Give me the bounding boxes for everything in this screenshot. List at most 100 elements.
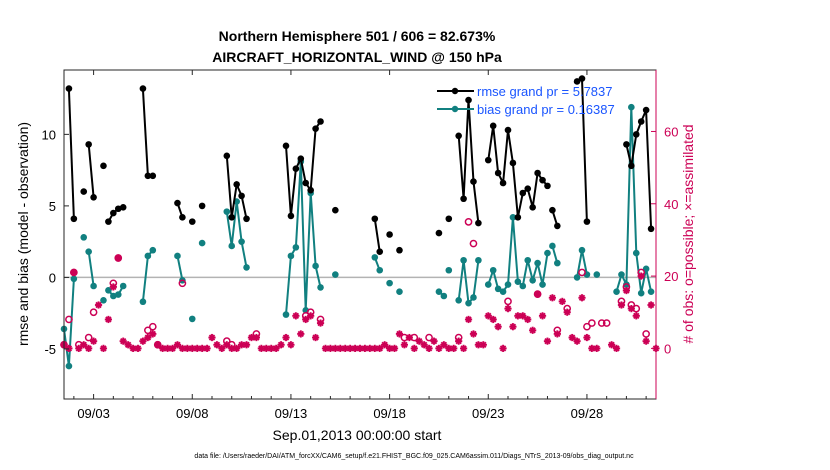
asterisk-stroke: [529, 327, 536, 334]
obs-assimilated-point: [622, 286, 630, 295]
asterisk-stroke: [134, 345, 142, 352]
asterisk-stroke: [154, 341, 161, 348]
bias-point: [70, 275, 78, 283]
asterisk-stroke: [480, 341, 487, 348]
rmse-point: [228, 214, 236, 221]
obs-possible-point: [89, 308, 98, 317]
bias-point: [618, 271, 625, 278]
asterisk-stroke: [361, 345, 369, 352]
bias-point: [647, 288, 655, 296]
bias-point: [573, 274, 581, 281]
asterisk-stroke: [297, 330, 304, 338]
right-axis-label: # of obs: o=possible; ×=assimilated: [680, 124, 696, 343]
obs-assimilated-point: [119, 337, 127, 345]
rmse-point: [110, 209, 117, 217]
asterisk-stroke: [198, 345, 206, 352]
asterisk-stroke: [317, 319, 324, 327]
asterisk-stroke: [194, 345, 201, 352]
chart-title: Northern Hemisphere 501 / 606 = 82.673%: [219, 28, 496, 44]
obs-assimilated-point: [252, 333, 260, 342]
rmse-line: [285, 120, 322, 217]
bias-point: [440, 292, 448, 300]
asterisk-stroke: [100, 345, 107, 352]
obs-possible-point: [178, 279, 187, 288]
rmse-point: [297, 155, 305, 162]
asterisk-stroke: [642, 337, 650, 345]
rmse-point: [465, 96, 472, 104]
asterisk-stroke: [593, 345, 600, 352]
obs-assimilated-point: [415, 337, 423, 345]
asterisk-stroke: [366, 345, 374, 352]
rmse-point: [119, 204, 127, 211]
rmse-point: [642, 106, 650, 114]
data-file-footnote: data file: /Users/raeder/DAI/ATM_forcXX/…: [194, 453, 634, 460]
asterisk-stroke: [287, 341, 295, 348]
obs-assimilated-point: [307, 312, 315, 320]
asterisk-stroke: [253, 334, 260, 341]
obs-assimilated-point: [282, 333, 290, 342]
right-tick-label: 0: [664, 341, 671, 356]
rmse-point: [632, 131, 640, 138]
asterisk-stroke: [184, 345, 191, 352]
obs-assimilated-point: [149, 330, 157, 338]
asterisk-stroke: [583, 334, 591, 341]
bias-point: [539, 281, 546, 288]
obs-assimilated-point: [469, 330, 478, 338]
bias-point: [489, 266, 497, 274]
obs-assimilated-point: [75, 344, 83, 352]
asterisk-stroke: [228, 345, 235, 352]
asterisk-stroke: [70, 269, 78, 276]
bias-point: [85, 248, 92, 255]
rmse-point: [317, 118, 324, 125]
asterisk-stroke: [430, 337, 438, 345]
obs-assimilated-point: [208, 333, 216, 342]
obs-assimilated-point: [287, 341, 295, 349]
asterisk-stroke: [638, 272, 645, 280]
bias-point: [80, 234, 88, 241]
obs-assimilated-point: [223, 341, 231, 349]
obs-assimilated-point: [484, 312, 492, 320]
obs-assimilated-point: [302, 315, 310, 324]
obs-assimilated-point: [114, 254, 122, 262]
obs-assimilated-point: [94, 301, 103, 309]
asterisk-stroke: [124, 341, 132, 348]
asterisk-stroke: [258, 345, 265, 352]
bias-point: [371, 254, 379, 261]
bias-point: [174, 252, 181, 260]
bias-point: [578, 246, 586, 254]
asterisk-stroke: [223, 341, 230, 348]
asterisk-stroke: [435, 345, 443, 352]
asterisk-stroke: [455, 337, 462, 345]
obs-assimilated-point: [578, 294, 586, 302]
bias-point: [593, 271, 601, 278]
rmse-point: [504, 126, 512, 134]
obs-assimilated-point: [70, 268, 78, 277]
bias-point: [632, 249, 640, 257]
bias-point: [282, 311, 290, 318]
obs-assimilated-point: [558, 297, 566, 305]
obs-assimilated-point: [529, 326, 537, 334]
rmse-point: [90, 194, 97, 201]
obs-assimilated-point: [168, 344, 177, 352]
bias-point: [149, 246, 157, 254]
asterisk-stroke: [539, 312, 546, 320]
asterisk-stroke: [470, 330, 477, 338]
asterisk-stroke: [504, 305, 512, 312]
rmse-point: [371, 215, 379, 223]
bias-point: [332, 271, 339, 278]
asterisk-stroke: [189, 345, 196, 352]
asterisk-stroke: [494, 323, 502, 330]
asterisk-stroke: [514, 312, 522, 320]
obs-assimilated-point: [583, 333, 591, 342]
legend-rmse-label: rmse grand pr = 5.7837: [477, 84, 613, 99]
right-tick-label: 60: [664, 124, 678, 139]
asterisk-stroke: [218, 345, 226, 352]
asterisk-stroke: [465, 316, 472, 323]
rmse-point: [529, 204, 536, 211]
rmse-point: [484, 156, 492, 164]
obs-possible-point: [65, 315, 73, 324]
rmse-point: [647, 225, 655, 233]
bias-point: [119, 282, 127, 290]
obs-assimilated-point: [312, 333, 320, 342]
obs-assimilated-point: [65, 344, 73, 352]
